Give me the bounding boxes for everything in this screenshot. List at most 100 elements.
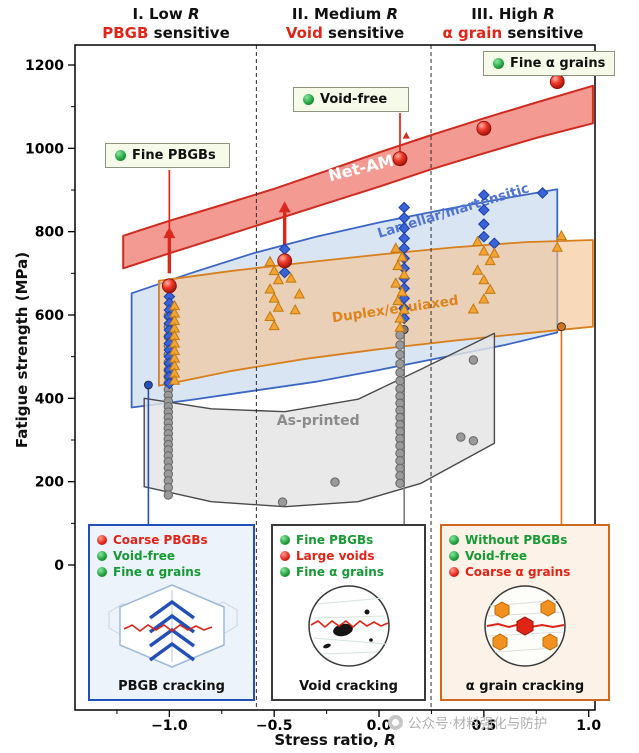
texture-lines: [312, 597, 387, 655]
point-duplex: [478, 293, 490, 304]
red-dot-icon: [97, 535, 107, 545]
panel-legend: Without PBGBs Void-free Coarse α grains: [449, 533, 601, 579]
point-as-printed: [330, 477, 340, 487]
y-tick-label: 1000: [25, 141, 64, 157]
panel-void-cracking: Fine PBGBs Large voids Fine α grains Void …: [271, 524, 426, 701]
y-tick-label: 1200: [25, 58, 64, 74]
panel-legend: Fine PBGBs Large voids Fine α grains: [280, 533, 417, 579]
point-duplex: [268, 319, 280, 331]
legend-label: Fine PBGBs: [296, 533, 374, 547]
legend-item: Coarse α grains: [449, 565, 601, 579]
region-header-high-r: III. High R α grain sensitive: [443, 5, 584, 43]
pin-dot: [143, 380, 153, 390]
point-duplex: [394, 321, 406, 332]
panel-caption: PBGB cracking: [118, 679, 225, 694]
point-as-printed: [468, 436, 479, 446]
small-void: [368, 638, 373, 642]
legend-item: Coarse PBGBs: [97, 533, 246, 547]
crack-line: [310, 619, 388, 629]
legend-label: Large voids: [296, 549, 375, 563]
green-dot-icon: [449, 551, 459, 561]
point-as-printed: [468, 355, 479, 365]
point-duplex: [484, 283, 496, 294]
y-tick-label: 0: [54, 558, 64, 574]
coarse-alpha-grain: [516, 616, 534, 636]
point-lamellar: [398, 201, 411, 214]
point-as-printed: [395, 478, 405, 489]
alpha-grains: [492, 599, 558, 651]
up-arrow-head: [278, 201, 291, 213]
point-duplex: [264, 310, 276, 321]
panel-caption: Void cracking: [299, 679, 398, 694]
point-duplex: [478, 273, 490, 285]
region-header-medium-r: II. Medium R Void sensitive: [286, 5, 404, 43]
band-Net-AM: [122, 84, 594, 270]
region-subtitle: PBGB sensitive: [102, 23, 230, 42]
legend-item: Fine PBGBs: [280, 533, 417, 547]
point-netam-mark: [402, 131, 410, 139]
callout-label: Fine PBGBs: [132, 148, 216, 163]
region-title: I. Low R: [132, 5, 200, 23]
point-duplex: [398, 303, 410, 314]
point-duplex: [390, 277, 402, 288]
point-duplex: [471, 235, 484, 246]
point-duplex: [264, 283, 276, 294]
point-duplex: [272, 273, 285, 285]
crack-line: [123, 624, 212, 632]
point-duplex: [488, 247, 500, 258]
watermark-logo-icon: [388, 714, 403, 730]
point-lamellar: [278, 266, 291, 279]
point-duplex: [484, 254, 496, 266]
prior-beta-grain-microstructure: [108, 584, 237, 668]
point-duplex: [467, 303, 480, 314]
small-void: [322, 643, 331, 649]
red-dot-icon: [280, 551, 290, 561]
green-dot-icon: [97, 551, 107, 561]
alpha-grain-microstructure: [484, 585, 566, 667]
point-duplex: [264, 255, 276, 266]
point-duplex: [555, 229, 568, 241]
point-as-printed: [277, 497, 288, 507]
callout-fine-alpha-grains: Fine α grains: [483, 51, 616, 76]
up-arrow-head: [163, 227, 176, 239]
point-duplex: [272, 301, 285, 312]
green-dot-icon: [115, 150, 126, 161]
x-tick-label: 0.5: [471, 718, 496, 734]
red-dot-icon: [449, 567, 459, 577]
point-duplex: [392, 294, 404, 306]
alpha-grain-cracking-diagram: [484, 585, 566, 667]
region-title: III. High R: [471, 5, 555, 23]
void-microstructure: [307, 585, 390, 667]
point-as-printed: [395, 349, 405, 360]
x-tick-label: −0.5: [256, 718, 293, 734]
point-duplex: [293, 288, 305, 299]
y-tick-label: 200: [35, 475, 64, 491]
point-as-printed: [395, 359, 405, 369]
x-tick-label: 1.0: [576, 718, 601, 734]
point-duplex: [398, 268, 410, 279]
point-net-am: [277, 253, 293, 269]
point-net-am: [392, 151, 408, 167]
region-subtitle: α grain sensitive: [442, 23, 584, 42]
y-axis-title: Fatigue strength (MPa): [13, 251, 31, 449]
region-title: II. Medium R: [291, 5, 399, 23]
legend-label: Fine α grains: [113, 565, 201, 579]
green-dot-icon: [280, 535, 290, 545]
panel-legend: Coarse PBGBs Void-free Fine α grains: [97, 533, 246, 579]
x-tick-label: −1.0: [151, 718, 188, 734]
callout-fine-pbgbs: Fine PBGBs: [105, 143, 230, 168]
small-void: [364, 609, 369, 615]
legend-item: Fine α grains: [97, 565, 246, 579]
callout-label: Void-free: [320, 92, 388, 107]
x-tick-label: 0.0: [367, 718, 392, 734]
legend-item: Void-free: [449, 549, 601, 563]
point-lamellar: [477, 204, 490, 216]
y-tick-label: 800: [35, 225, 64, 241]
point-as-printed: [163, 490, 174, 500]
pbgb-cracking-diagram: [108, 584, 237, 668]
point-as-printed: [456, 432, 466, 442]
void-blob: [332, 623, 353, 637]
green-dot-icon: [280, 567, 290, 577]
